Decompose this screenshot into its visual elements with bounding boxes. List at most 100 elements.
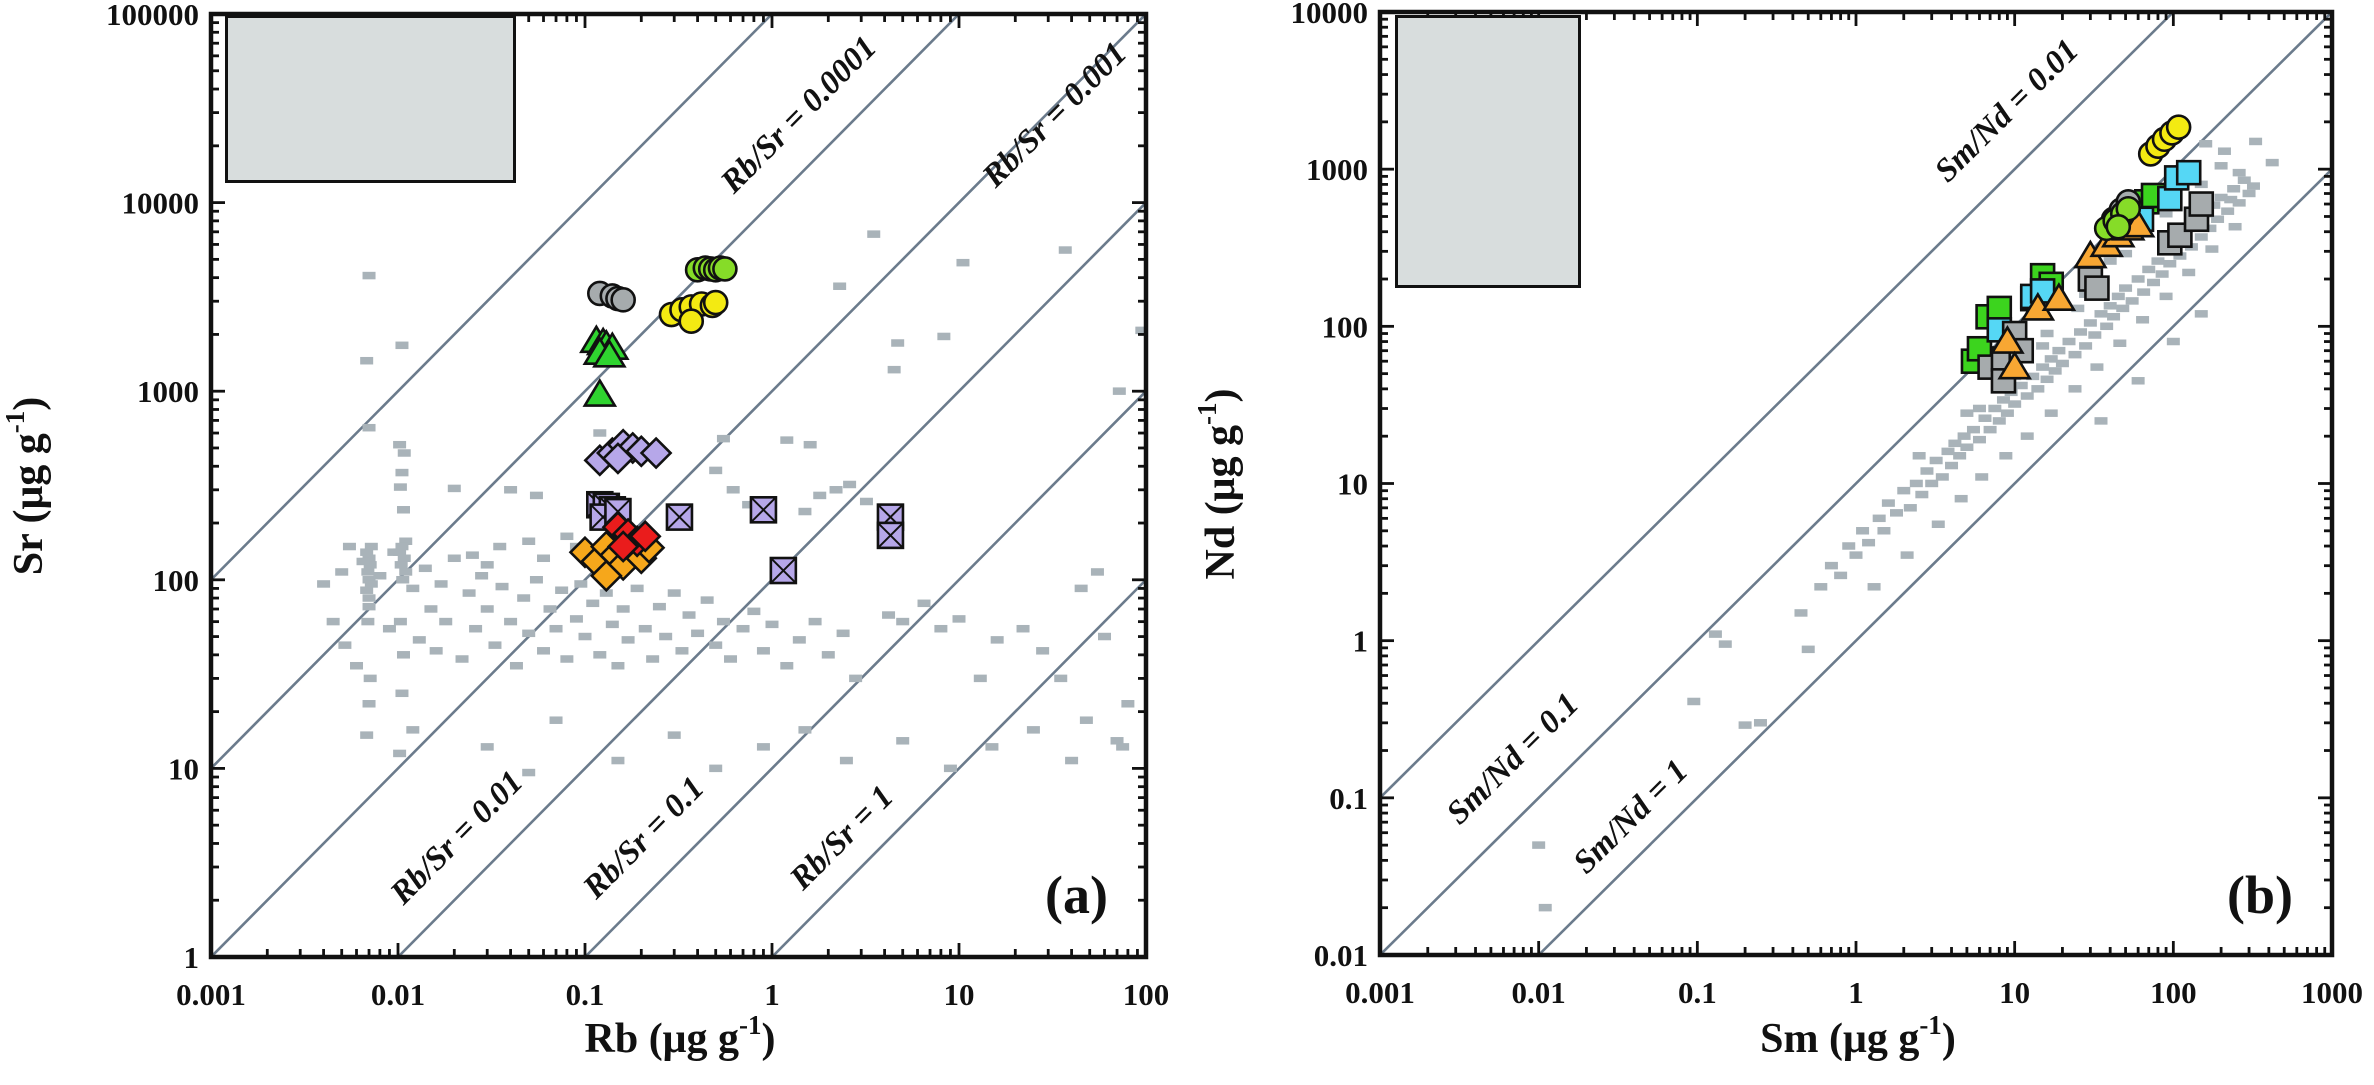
point-Others: [638, 624, 652, 633]
axis-title: Sm (μg g-1): [1760, 1010, 1956, 1062]
point-Others: [1890, 509, 1904, 517]
point-Others: [833, 282, 847, 290]
point-Others: [1532, 841, 1546, 849]
point-Others: [362, 700, 376, 708]
point-Others: [395, 689, 409, 698]
point-Others: [724, 655, 738, 663]
point-Others: [342, 542, 356, 551]
point-Others: [2071, 304, 2085, 313]
point-Others: [361, 617, 375, 626]
point-Others: [2182, 268, 2196, 277]
point-Others: [2100, 322, 2114, 331]
point-Others: [700, 596, 714, 604]
point-Others: [1975, 473, 1989, 481]
point-Others: [393, 617, 407, 626]
point-Others: [1116, 743, 1130, 751]
y-tick-label: 1000: [1306, 152, 1368, 187]
point-Others: [1996, 396, 2010, 404]
x-tick-label: 0.1: [1678, 975, 1717, 1010]
point-Others: [569, 615, 583, 623]
y-tick-label: 0.01: [1314, 938, 1368, 973]
point-M1450: [592, 338, 627, 368]
point-Others: [434, 580, 448, 588]
point-Others: [537, 554, 551, 563]
point-Hazlov: [639, 436, 673, 470]
series-M784: [2093, 195, 2142, 242]
point-Others: [360, 356, 374, 365]
point-Others: [756, 647, 770, 655]
point-Others: [364, 580, 378, 588]
point-Goodall: [589, 559, 623, 593]
point-Others: [1079, 716, 1093, 724]
point-Others: [578, 632, 592, 641]
point-Others: [555, 586, 569, 594]
ratio-line-label: Sm/Nd = 0.01: [1928, 32, 2086, 189]
ratio-line: [211, 14, 960, 770]
point-Others: [2142, 265, 2156, 274]
ratio-line-label: Rb/Sr = 0.01: [383, 764, 530, 912]
point-M784: [712, 256, 738, 282]
point-Others: [465, 551, 479, 559]
point-Others: [2079, 342, 2093, 350]
point-Others: [2137, 288, 2151, 296]
point-Others: [611, 756, 625, 765]
point-Others: [382, 624, 396, 633]
point-Others: [709, 466, 723, 475]
point-Others: [1824, 561, 1838, 570]
point-Others: [406, 584, 420, 593]
x-tick-label: 1: [764, 977, 780, 1012]
x-tick-label: 100: [2150, 975, 2197, 1010]
point-Others: [1988, 404, 2002, 413]
point-Others: [2163, 259, 2177, 268]
point-Others: [2217, 147, 2231, 155]
point-Others: [917, 599, 931, 608]
ratio-line-label: Rb/Sr = 0.1: [576, 770, 712, 906]
point-Others: [1881, 499, 1895, 507]
point-Others: [709, 641, 723, 649]
point-Others: [2088, 331, 2102, 339]
point-Others: [2224, 195, 2238, 204]
point-Others: [652, 602, 666, 611]
ratio-line-label: Sm/Nd = 0.1: [1440, 686, 1586, 831]
series-Hazlov: [583, 428, 673, 477]
point-Others: [1054, 674, 1068, 683]
point-Others: [418, 564, 432, 573]
point-M1450: [582, 378, 618, 407]
point-Others: [480, 561, 494, 569]
x-tick-label: 1000: [2301, 975, 2363, 1010]
point-Others: [821, 651, 835, 659]
point-Others: [716, 434, 730, 443]
point-M6601: [769, 556, 798, 585]
point-Others: [317, 580, 331, 588]
point-Others: [1872, 514, 1886, 523]
point-Others: [2036, 342, 2050, 350]
point-Others: [2227, 185, 2241, 193]
point-Others: [2074, 328, 2088, 336]
plot-frame: [1377, 9, 2335, 958]
point-Others: [1912, 452, 1926, 460]
point-Others: [829, 486, 843, 494]
series-M1377: [587, 280, 636, 313]
point-Others: [406, 726, 420, 734]
point-Others: [943, 764, 957, 773]
point-Others: [363, 561, 377, 569]
ratio-line: [1380, 12, 2175, 799]
point-Others: [529, 576, 543, 584]
y-tick-label: 1000: [137, 374, 199, 409]
point-Others: [1925, 479, 1939, 488]
point-Others: [593, 429, 607, 437]
point-Others: [387, 548, 401, 556]
point-13MDL176: [1997, 350, 2032, 380]
point-Others: [2147, 278, 2161, 287]
point-Others: [1960, 443, 1974, 451]
point-Others: [393, 483, 407, 491]
point-Others: [756, 743, 770, 751]
point-Others: [792, 636, 806, 644]
point-Others: [2103, 302, 2117, 310]
point-Others: [2068, 385, 2082, 393]
point-Others: [726, 486, 740, 494]
point-Others: [2119, 284, 2133, 292]
point-Others: [1915, 490, 1929, 499]
ratio-line-label: Rb/Sr = 0.001: [975, 35, 1134, 195]
point-Others: [605, 620, 619, 629]
